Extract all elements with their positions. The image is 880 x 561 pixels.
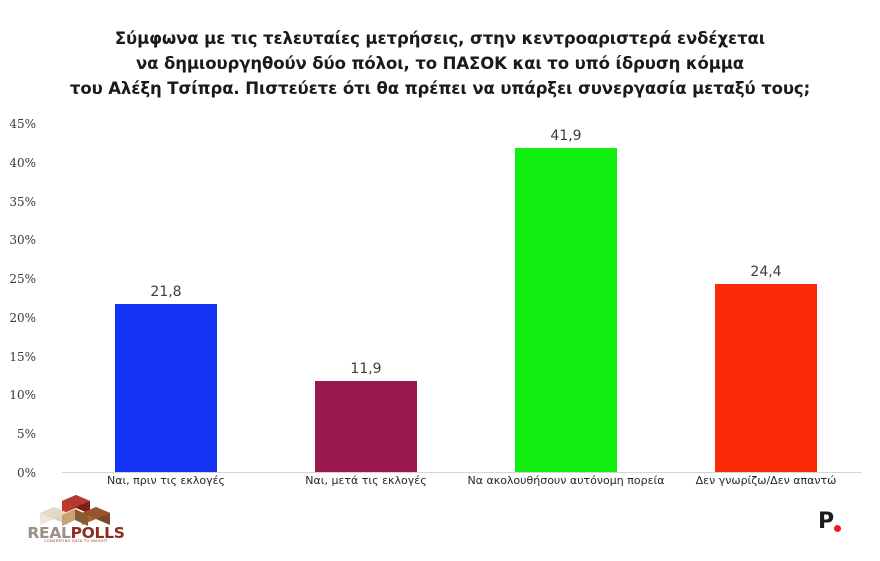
chart-title-line-1: Σύμφωνα με τις τελευταίες μετρήσεις, στη… (114, 29, 766, 48)
bar-value-label: 41,9 (550, 128, 582, 145)
bar-group-2: 11,9 (315, 124, 417, 473)
y-axis-tick-20: 20% (9, 310, 36, 325)
bar-group-4: 24,4 (715, 124, 817, 473)
y-axis-tick-0: 0% (16, 466, 36, 480)
y-axis-tick-15: 15% (9, 349, 36, 364)
realpolls-cube-icon (40, 495, 110, 526)
realpolls-tagline: CONVERTING DATA TO INSIGHT (44, 539, 108, 543)
y-axis-tick-45: 45% (9, 117, 36, 131)
chart-title-line-3: του Αλέξη Τσίπρα. Πιστεύετε ότι θα πρέπε… (69, 79, 811, 98)
category-axis-labels: Ναι, πριν τις εκλογές Ναι, μετά τις εκλο… (62, 474, 862, 498)
y-axis-tick-25: 25% (9, 272, 36, 287)
publisher-logo-letter: P (818, 509, 835, 534)
category-label-4: Δεν γνωρίζω/Δεν απαντώ (695, 474, 837, 487)
plot-area: 45% 40% 35% 30% 25% 20% 15% 10% 5% 0% 21… (9, 117, 862, 480)
bar-value-label: 24,4 (750, 263, 782, 280)
realpolls-wordmark: REALPOLLS (22, 524, 130, 542)
category-label-3: Να ακολουθήσουν αυτόνομη πορεία (467, 474, 665, 487)
y-axis-tick-35: 35% (9, 194, 36, 209)
realpolls-word-polls: POLLS (70, 524, 125, 542)
bar-group-1: 21,8 (115, 124, 217, 473)
bar-den-gnorizo-den-apanto[interactable] (715, 283, 817, 473)
y-axis-tick-10: 10% (9, 388, 36, 403)
bar-nai-prin-tis-ekloges[interactable] (115, 303, 217, 473)
realpolls-logo: REALPOLLS CONVERTING DATA TO INSIGHT (22, 494, 130, 546)
publisher-logo-dot-icon (834, 525, 841, 532)
y-axis-tick-30: 30% (9, 233, 36, 248)
realpolls-word-real: REAL (27, 524, 71, 542)
category-label-2: Ναι, μετά τις εκλογές (305, 474, 427, 487)
publisher-logo: P (818, 511, 858, 537)
category-label-1: Ναι, πριν τις εκλογές (106, 474, 226, 487)
chart-title: Σύμφωνα με τις τελευταίες μετρήσεις, στη… (0, 26, 880, 101)
bar-na-akolouthisoun-aftonomi-poreia[interactable] (515, 148, 617, 473)
chart-title-line-2: να δημιουργηθούν δύο πόλοι, το ΠΑΣΟΚ και… (135, 54, 745, 73)
y-axis-tick-40: 40% (9, 155, 36, 170)
bar-nai-meta-tis-ekloges[interactable] (315, 380, 417, 473)
category-axis-line (62, 472, 862, 473)
bar-group-3: 41,9 (515, 124, 617, 473)
bar-value-label: 21,8 (150, 283, 182, 300)
y-axis-tick-5: 5% (16, 427, 36, 442)
bar-value-label: 11,9 (350, 360, 382, 377)
